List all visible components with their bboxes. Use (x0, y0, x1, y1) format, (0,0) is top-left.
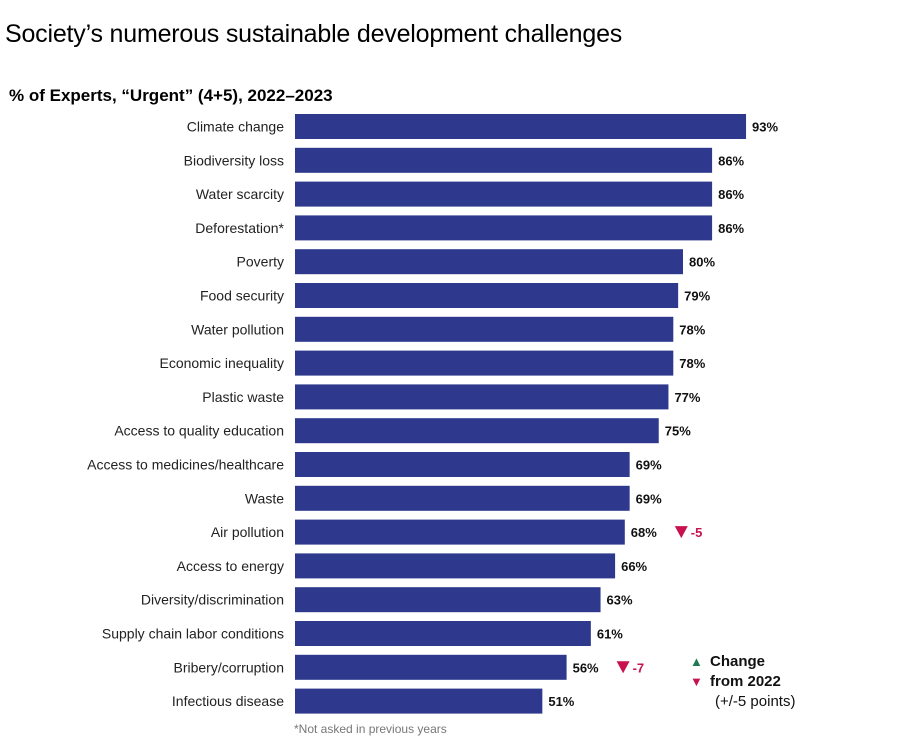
value-label: 51% (548, 694, 574, 709)
value-label: 86% (718, 221, 744, 236)
legend-threshold-note: (+/-5 points) (715, 693, 796, 710)
triangle-up-icon: ▲ (690, 654, 703, 669)
category-label: Bribery/corruption (174, 659, 285, 675)
bar (295, 114, 747, 139)
category-label: Water scarcity (196, 186, 284, 202)
legend-row-down: ▼ from 2022 (690, 672, 795, 692)
chart-title: Society’s numerous sustainable developme… (5, 20, 623, 48)
category-label: Poverty (237, 254, 284, 270)
category-label: Air pollution (211, 524, 284, 540)
bar (295, 553, 616, 579)
value-label: 66% (621, 559, 647, 574)
bar (295, 621, 591, 646)
category-label: Plastic waste (202, 389, 284, 405)
bar (295, 452, 630, 477)
bar (295, 384, 669, 410)
value-label: 80% (689, 255, 715, 270)
category-label: Economic inequality (159, 355, 284, 371)
bar (295, 485, 630, 511)
bar (295, 350, 674, 376)
bar (295, 519, 625, 545)
bar (295, 654, 567, 680)
value-label: 78% (679, 322, 705, 337)
category-label: Waste (245, 490, 284, 506)
value-label: 86% (718, 153, 744, 168)
chart-subtitle: % of Experts, “Urgent” (4+5), 2022–2023 (9, 86, 333, 105)
value-label: 61% (597, 627, 623, 642)
bar (295, 215, 713, 241)
category-label: Biodiversity loss (184, 152, 284, 168)
category-label: Supply chain labor conditions (102, 626, 284, 642)
legend-from-label: from 2022 (710, 673, 781, 690)
category-label: Food security (200, 288, 284, 304)
bar (295, 181, 713, 207)
bar (295, 283, 679, 308)
bar (295, 418, 659, 444)
bar (295, 249, 683, 275)
bar (295, 147, 713, 173)
change-label: -7 (633, 660, 645, 675)
legend-change-label: Change (710, 653, 766, 670)
value-label: 77% (674, 390, 700, 405)
category-label: Infectious disease (172, 693, 284, 709)
category-label: Climate change (187, 119, 284, 135)
change-label: -5 (691, 525, 703, 540)
value-label: 69% (636, 458, 662, 473)
value-label: 93% (752, 120, 778, 135)
bar (295, 587, 601, 613)
value-label: 79% (684, 289, 710, 304)
bar (295, 688, 543, 714)
category-label: Access to energy (177, 558, 284, 574)
value-label: 78% (679, 356, 705, 371)
category-label: Deforestation* (195, 220, 284, 236)
triangle-down-icon (674, 526, 688, 539)
category-label: Access to medicines/healthcare (87, 457, 284, 473)
value-label: 86% (718, 187, 744, 202)
value-label: 56% (573, 660, 599, 675)
value-label: 69% (636, 491, 662, 506)
legend: ▲ Change ▼ from 2022 (+/-5 points) (690, 652, 795, 712)
category-label: Diversity/discrimination (141, 592, 284, 608)
value-label: 63% (607, 593, 633, 608)
category-label: Access to quality education (114, 423, 284, 439)
legend-row-up: ▲ Change (690, 652, 795, 672)
value-label: 68% (631, 525, 657, 540)
footnote: *Not asked in previous years (294, 722, 447, 736)
triangle-down-icon (616, 661, 630, 674)
bar (295, 316, 674, 342)
category-label: Water pollution (191, 321, 284, 337)
value-label: 75% (665, 424, 691, 439)
triangle-down-icon: ▼ (690, 674, 703, 689)
